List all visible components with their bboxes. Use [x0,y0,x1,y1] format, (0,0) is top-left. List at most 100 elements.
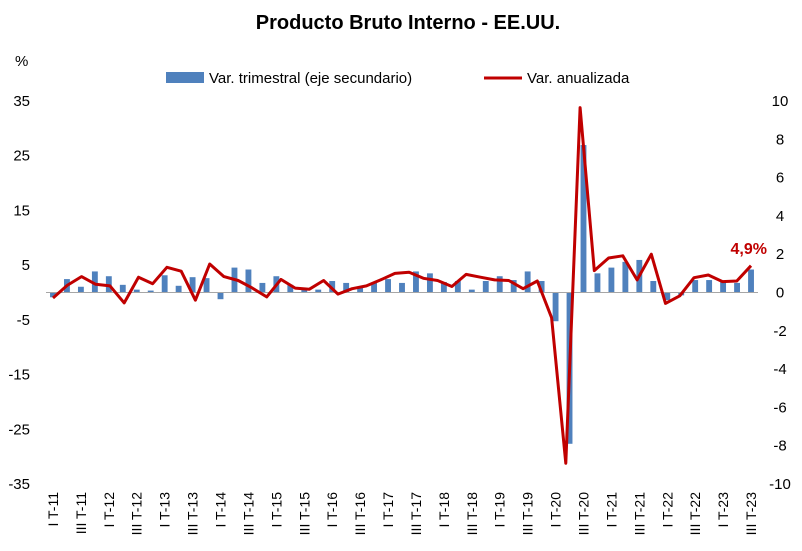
legend-label-bars: Var. trimestral (eje secundario) [209,70,412,87]
x-tick-label: I T-12 [101,492,117,528]
bar [315,289,322,293]
x-tick-label: III T-16 [352,492,368,536]
series-line [52,106,753,465]
x-tick-label: III T-22 [687,492,703,536]
x-tick-label: III T-23 [743,492,759,536]
bar [622,261,629,293]
chart-title: Producto Bruto Interno - EE.UU. [256,12,560,34]
bar [413,271,419,293]
y-tick-left: -35 [8,476,30,493]
last-value-annotation: 4,9% [731,241,767,258]
bar [91,271,98,293]
bar [426,273,433,293]
bar [385,279,391,293]
bar [580,145,587,293]
legend-swatch-bars [166,72,204,83]
bar-series [50,145,754,444]
x-tick-label: III T-15 [296,492,312,536]
bar [496,276,503,293]
x-tick-label: III T-14 [240,492,256,536]
bar [538,281,545,293]
y-tick-right: -10 [769,476,791,493]
x-tick-label: I T-13 [157,492,173,528]
y-axis-right: 10 8 6 4 2 0 -2 -4 -6 -8 -10 [769,93,791,493]
bar [399,282,405,293]
bar [147,290,154,293]
bar [510,280,517,293]
bar [343,282,350,293]
bar [692,280,699,293]
bar [650,281,657,293]
bar [203,278,210,293]
y-tick-right: -8 [773,438,786,455]
y-tick-right: -4 [773,361,786,378]
y-tick-left: -25 [8,421,30,438]
x-tick-label: I T-19 [492,492,508,528]
bar [175,285,182,293]
bar [259,282,266,293]
bar [77,286,84,293]
x-tick-label: III T-17 [408,492,424,536]
bar [119,284,126,293]
bar [440,281,447,293]
x-tick-label: III T-13 [185,492,201,536]
x-axis: I T-11 III T-11 I T-12 III T-12 I T-13 III T-… [45,492,759,536]
x-tick-label: I T-18 [436,492,452,528]
bar [720,281,727,293]
bar [664,292,671,301]
bar [608,267,615,293]
bar [552,292,559,322]
x-tick-label: I T-23 [715,492,731,528]
x-tick-label: I T-17 [380,492,396,528]
x-tick-label: I T-20 [548,492,564,528]
x-tick-label: I T-11 [45,492,61,527]
y-tick-right: -2 [773,323,786,340]
x-tick-label: III T-20 [575,492,591,536]
x-tick-label: III T-11 [73,492,89,534]
bar [161,275,168,293]
bar [524,271,531,293]
bar [468,289,475,293]
y-tick-left: 25 [13,148,30,165]
bar [748,269,754,293]
bar [301,288,308,293]
bar [133,289,140,293]
x-tick-label: III T-21 [631,492,647,536]
y-tick-right: -6 [773,399,786,416]
line-series [52,106,753,465]
y-tick-left: 5 [22,257,30,274]
y-tick-right: 0 [776,285,784,302]
y-axis-unit: % [15,53,28,70]
bar [734,282,740,293]
y-tick-left: 15 [13,202,30,219]
y-tick-right: 4 [776,208,784,225]
bar [357,287,364,293]
bar [50,292,56,298]
x-tick-label: III T-12 [129,492,145,536]
bar [371,282,378,293]
legend: Var. trimestral (eje secundario) Var. an… [166,70,630,87]
y-tick-left: -15 [8,367,30,384]
y-tick-right: 6 [776,170,784,187]
bar [245,269,252,293]
bar [454,281,461,293]
bar [189,277,196,293]
x-tick-label: I T-15 [268,492,284,528]
bar [706,280,713,293]
x-tick-label: I T-16 [324,492,340,528]
y-tick-right: 10 [772,93,789,110]
y-tick-left: 35 [13,93,30,110]
x-tick-label: I T-21 [603,492,619,528]
x-tick-label: III T-18 [464,492,480,536]
bar [287,284,294,293]
bar [594,273,601,293]
y-tick-right: 2 [776,246,784,263]
legend-label-line: Var. anualizada [527,70,630,87]
x-tick-label: I T-22 [659,492,675,528]
y-axis-left: 35 25 15 5 -5 -15 -25 -35 [8,93,30,493]
bar [217,292,224,300]
bar [482,281,489,293]
x-tick-label: I T-14 [213,492,229,528]
y-tick-left: -5 [17,312,30,329]
